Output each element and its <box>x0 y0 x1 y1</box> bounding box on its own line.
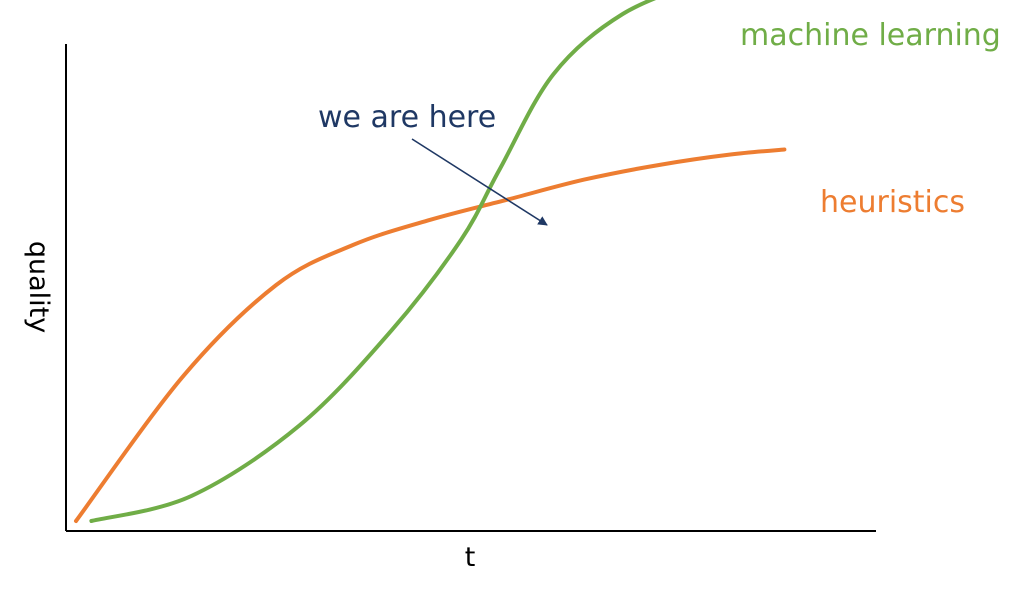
series-line-machine-learning <box>89 0 657 523</box>
series-layer <box>74 0 787 523</box>
label-layer: heuristics machine learning <box>740 18 1001 220</box>
axes <box>65 44 876 532</box>
series-label-machine-learning: machine learning <box>740 18 1001 53</box>
annotation-we-are-here: we are here <box>318 100 496 135</box>
annotation-layer: we are here <box>318 100 548 226</box>
series-label-heuristics: heuristics <box>820 185 965 220</box>
series-line-heuristics <box>74 147 787 523</box>
y-axis-label: quality <box>23 241 54 333</box>
x-axis-label: t <box>465 542 476 573</box>
annotation-arrow <box>411 138 548 226</box>
